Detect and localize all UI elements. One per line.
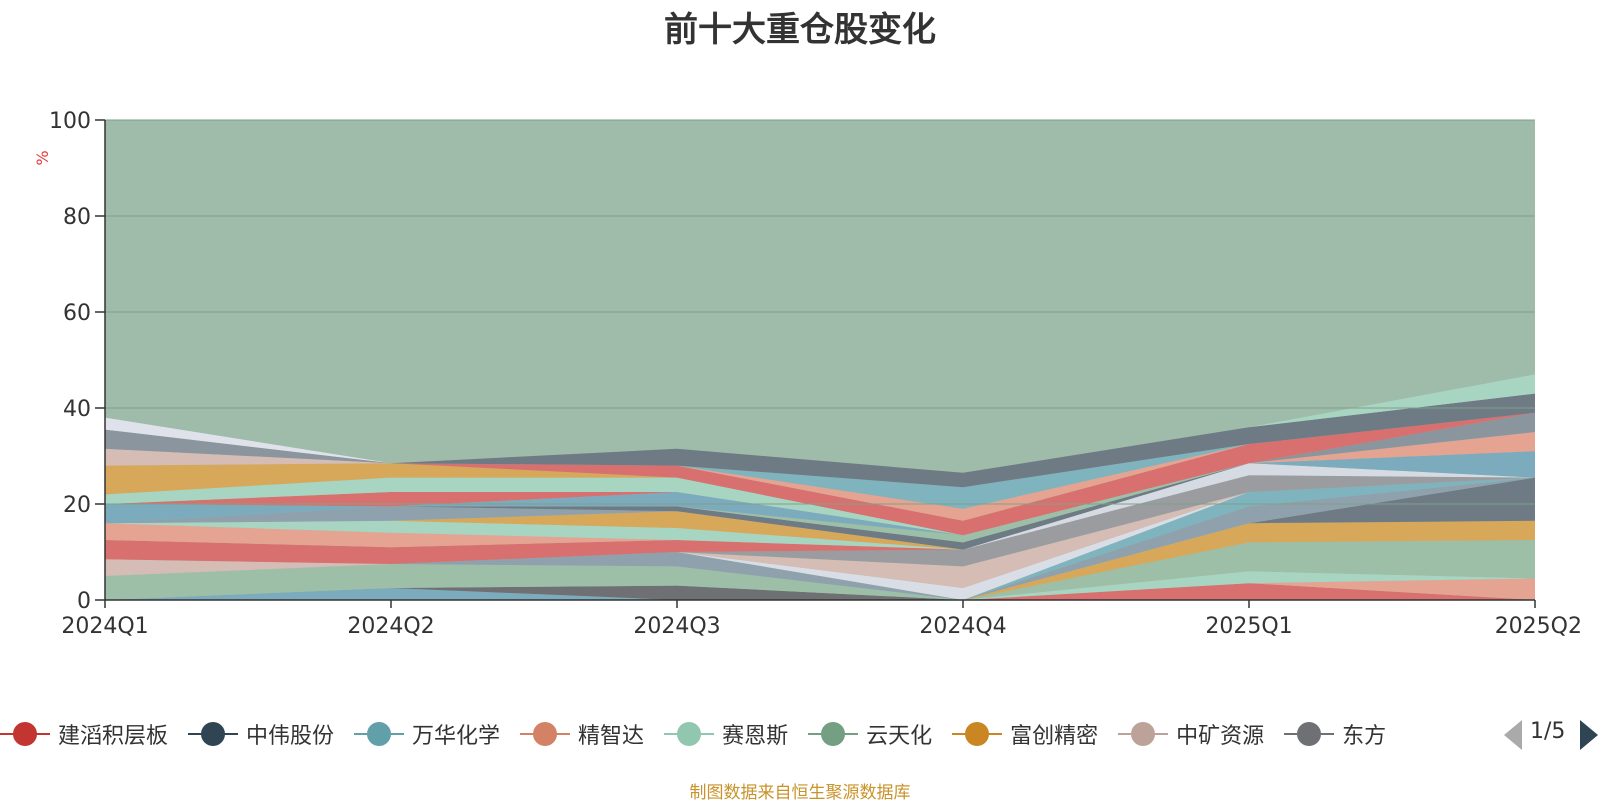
legend-prev-button[interactable]	[1504, 720, 1522, 750]
legend-label: 建滔积层板	[58, 724, 169, 749]
legend-label: 中矿资源	[1176, 724, 1265, 749]
x-tick-label: 2025Q1	[1205, 614, 1292, 639]
area-series-6	[105, 520, 1535, 600]
y-tick-label: 100	[49, 109, 91, 134]
legend-page-indicator: 1/5	[1530, 719, 1566, 744]
legend-next-button[interactable]	[1580, 720, 1598, 750]
legend-item[interactable]: 万华化学	[354, 712, 500, 756]
legend-label: 富创精密	[1010, 724, 1099, 749]
area-series-20	[105, 463, 1535, 543]
legend-swatch-icon	[354, 722, 405, 746]
legend-item[interactable]: 建滔积层板	[0, 712, 168, 756]
area-series-34	[105, 393, 1535, 488]
legend-swatch-icon	[0, 722, 50, 746]
area-series-19	[105, 463, 1535, 550]
chart-title: 前十大重仓股变化	[664, 10, 936, 50]
x-tick-label: 2024Q4	[919, 614, 1006, 639]
area-series-10	[105, 477, 1535, 600]
legend-pager: 1/5	[1500, 712, 1600, 756]
area-series-5	[105, 540, 1535, 600]
legend-label: 中伟股份	[246, 724, 335, 749]
area-series-23	[105, 463, 1535, 536]
area-series-24	[105, 463, 1535, 536]
legend-item[interactable]: 赛恩斯	[664, 712, 788, 756]
area-series-4	[105, 571, 1535, 600]
area-series-22	[105, 463, 1535, 536]
legend-items: 建滔积层板 中伟股份 万华化学 精智达 赛恩斯 云天化 富创精密 中矿资源 东方	[0, 712, 1480, 756]
source-note: 制图数据来自恒生聚源数据库	[689, 783, 911, 803]
y-tick-label: 0	[77, 589, 91, 614]
legend-item[interactable]: 精智达	[520, 712, 644, 756]
legend-swatch-icon	[520, 722, 571, 746]
area-series-17	[105, 463, 1535, 550]
legend-label: 万华化学	[412, 724, 501, 749]
y-tick-label: 60	[63, 301, 91, 326]
legend-item[interactable]: 中矿资源	[1118, 712, 1264, 756]
area-series-21	[105, 463, 1535, 536]
x-tick-label: 2024Q3	[633, 614, 720, 639]
area-series-12	[105, 475, 1535, 567]
legend-item[interactable]: 云天化	[808, 712, 932, 756]
legend-swatch-icon	[188, 722, 239, 746]
area-series-9	[105, 477, 1535, 600]
legend-item[interactable]: 中伟股份	[188, 712, 334, 756]
legend-label: 云天化	[866, 724, 933, 749]
y-tick-label: 80	[63, 205, 91, 230]
legend-label: 赛恩斯	[722, 724, 789, 749]
y-tick-label: 40	[63, 397, 91, 422]
legend-item[interactable]: 东方	[1284, 712, 1386, 756]
area-series-13	[105, 463, 1535, 564]
x-tick-label: 2024Q2	[347, 614, 434, 639]
y-axis-unit: %	[33, 150, 52, 165]
legend-label: 东方	[1342, 724, 1387, 749]
x-tick-label: 2025Q2	[1495, 614, 1582, 639]
area-series-16	[105, 463, 1535, 550]
legend: 建滔积层板 中伟股份 万华化学 精智达 赛恩斯 云天化 富创精密 中矿资源 东方 1/5	[0, 712, 1600, 756]
area-series-14	[105, 463, 1535, 564]
legend-swatch-icon	[808, 722, 859, 746]
area-series-11	[105, 477, 1535, 588]
y-tick-label: 20	[63, 493, 91, 518]
legend-swatch-icon	[1118, 722, 1169, 746]
legend-item[interactable]: 富创精密	[952, 712, 1098, 756]
x-tick-label: 2024Q1	[61, 614, 148, 639]
area-series-15	[105, 463, 1535, 550]
area-series-2	[105, 583, 1535, 600]
legend-label: 精智达	[578, 724, 645, 749]
legend-swatch-icon	[952, 722, 1003, 746]
legend-swatch-icon	[664, 722, 715, 746]
area-series-25	[105, 448, 1535, 536]
legend-swatch-icon	[1284, 722, 1335, 746]
